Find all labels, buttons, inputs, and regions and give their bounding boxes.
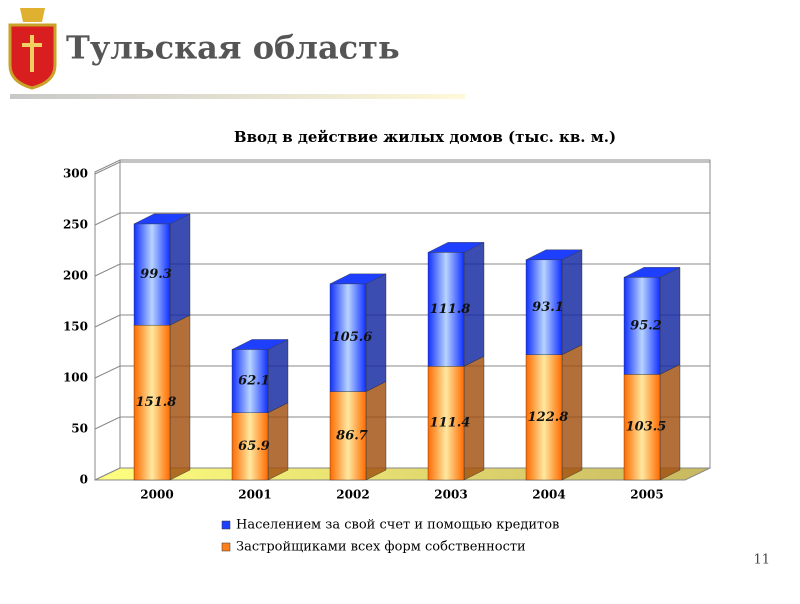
bar-top bbox=[427, 242, 485, 253]
grid-line bbox=[94, 314, 710, 328]
bar bbox=[525, 354, 563, 481]
bar-side-shade bbox=[268, 402, 288, 480]
grid-line bbox=[94, 416, 710, 430]
value-label: 95.2 bbox=[630, 318, 662, 333]
y-tick-label: 0 bbox=[80, 473, 88, 487]
bar bbox=[525, 259, 563, 355]
bar-side-shade bbox=[366, 273, 386, 392]
y-tick-label: 100 bbox=[63, 371, 88, 385]
value-label: 151.8 bbox=[136, 395, 177, 410]
legend-swatch bbox=[221, 520, 231, 530]
x-tick-label: 2000 bbox=[140, 488, 173, 502]
value-label: 122.8 bbox=[528, 410, 569, 425]
bar-top bbox=[525, 249, 583, 260]
legend-label: Населением за свой счет и помощью кредит… bbox=[236, 518, 559, 533]
value-label: 111.4 bbox=[430, 416, 471, 431]
bar bbox=[329, 283, 367, 392]
grid-line bbox=[94, 263, 710, 277]
grid-line bbox=[94, 212, 710, 226]
bar-side-shade bbox=[562, 344, 582, 480]
bar bbox=[231, 349, 269, 413]
value-label: 99.3 bbox=[140, 267, 172, 282]
y-tick-label: 200 bbox=[63, 269, 88, 283]
value-label: 65.9 bbox=[238, 439, 270, 454]
page-number: 11 bbox=[753, 553, 770, 568]
x-tick-label: 2001 bbox=[238, 488, 271, 502]
y-tick-label: 150 bbox=[63, 320, 88, 334]
bar-side-shade bbox=[464, 242, 484, 367]
x-tick-label: 2004 bbox=[532, 488, 565, 502]
bar-side-shade bbox=[366, 381, 386, 480]
emblem bbox=[8, 8, 57, 90]
chart-title: Ввод в действие жилых домов (тыс. кв. м.… bbox=[234, 128, 616, 146]
bar bbox=[231, 412, 269, 481]
y-tick-label: 250 bbox=[63, 218, 88, 232]
y-tick-label: 300 bbox=[63, 167, 88, 181]
bar-top bbox=[623, 267, 681, 278]
bar bbox=[623, 277, 661, 375]
bar bbox=[133, 324, 171, 481]
value-label: 111.8 bbox=[430, 302, 471, 317]
bar-top bbox=[133, 213, 191, 225]
bar-side-shade bbox=[170, 315, 190, 480]
bar-side-shade bbox=[660, 364, 680, 480]
chart-body: 0 50 100 150 200 250 300 2000 151.8 99.3 2001 65.9 6… bbox=[63, 161, 710, 555]
bar-side-shade bbox=[268, 339, 288, 413]
bar bbox=[427, 252, 465, 367]
x-tick-label: 2003 bbox=[434, 488, 467, 502]
x-tick-label: 2005 bbox=[630, 488, 663, 502]
grid-line bbox=[94, 161, 710, 175]
value-label: 62.1 bbox=[238, 374, 270, 389]
legend-label: Застройщиками всех форм собственности bbox=[236, 540, 526, 555]
value-label: 86.7 bbox=[336, 428, 368, 443]
bar bbox=[329, 391, 367, 481]
value-label: 105.6 bbox=[332, 330, 373, 345]
slide-title: Тульская область bbox=[66, 29, 400, 67]
bar bbox=[133, 223, 171, 326]
bar-side-shade bbox=[562, 249, 582, 355]
legend-swatch bbox=[221, 542, 231, 552]
bar-side-shade bbox=[170, 213, 190, 326]
x-tick-label: 2002 bbox=[336, 488, 369, 502]
title-rule bbox=[10, 94, 465, 99]
y-tick-label: 50 bbox=[71, 422, 88, 436]
bar-top bbox=[329, 273, 387, 285]
grid-line bbox=[94, 365, 710, 379]
value-label: 93.1 bbox=[532, 300, 564, 315]
bar-side-shade bbox=[464, 356, 484, 480]
bar-side-shade bbox=[660, 267, 680, 375]
bar-top bbox=[231, 339, 289, 350]
value-label: 103.5 bbox=[626, 420, 667, 435]
bar bbox=[427, 366, 465, 481]
